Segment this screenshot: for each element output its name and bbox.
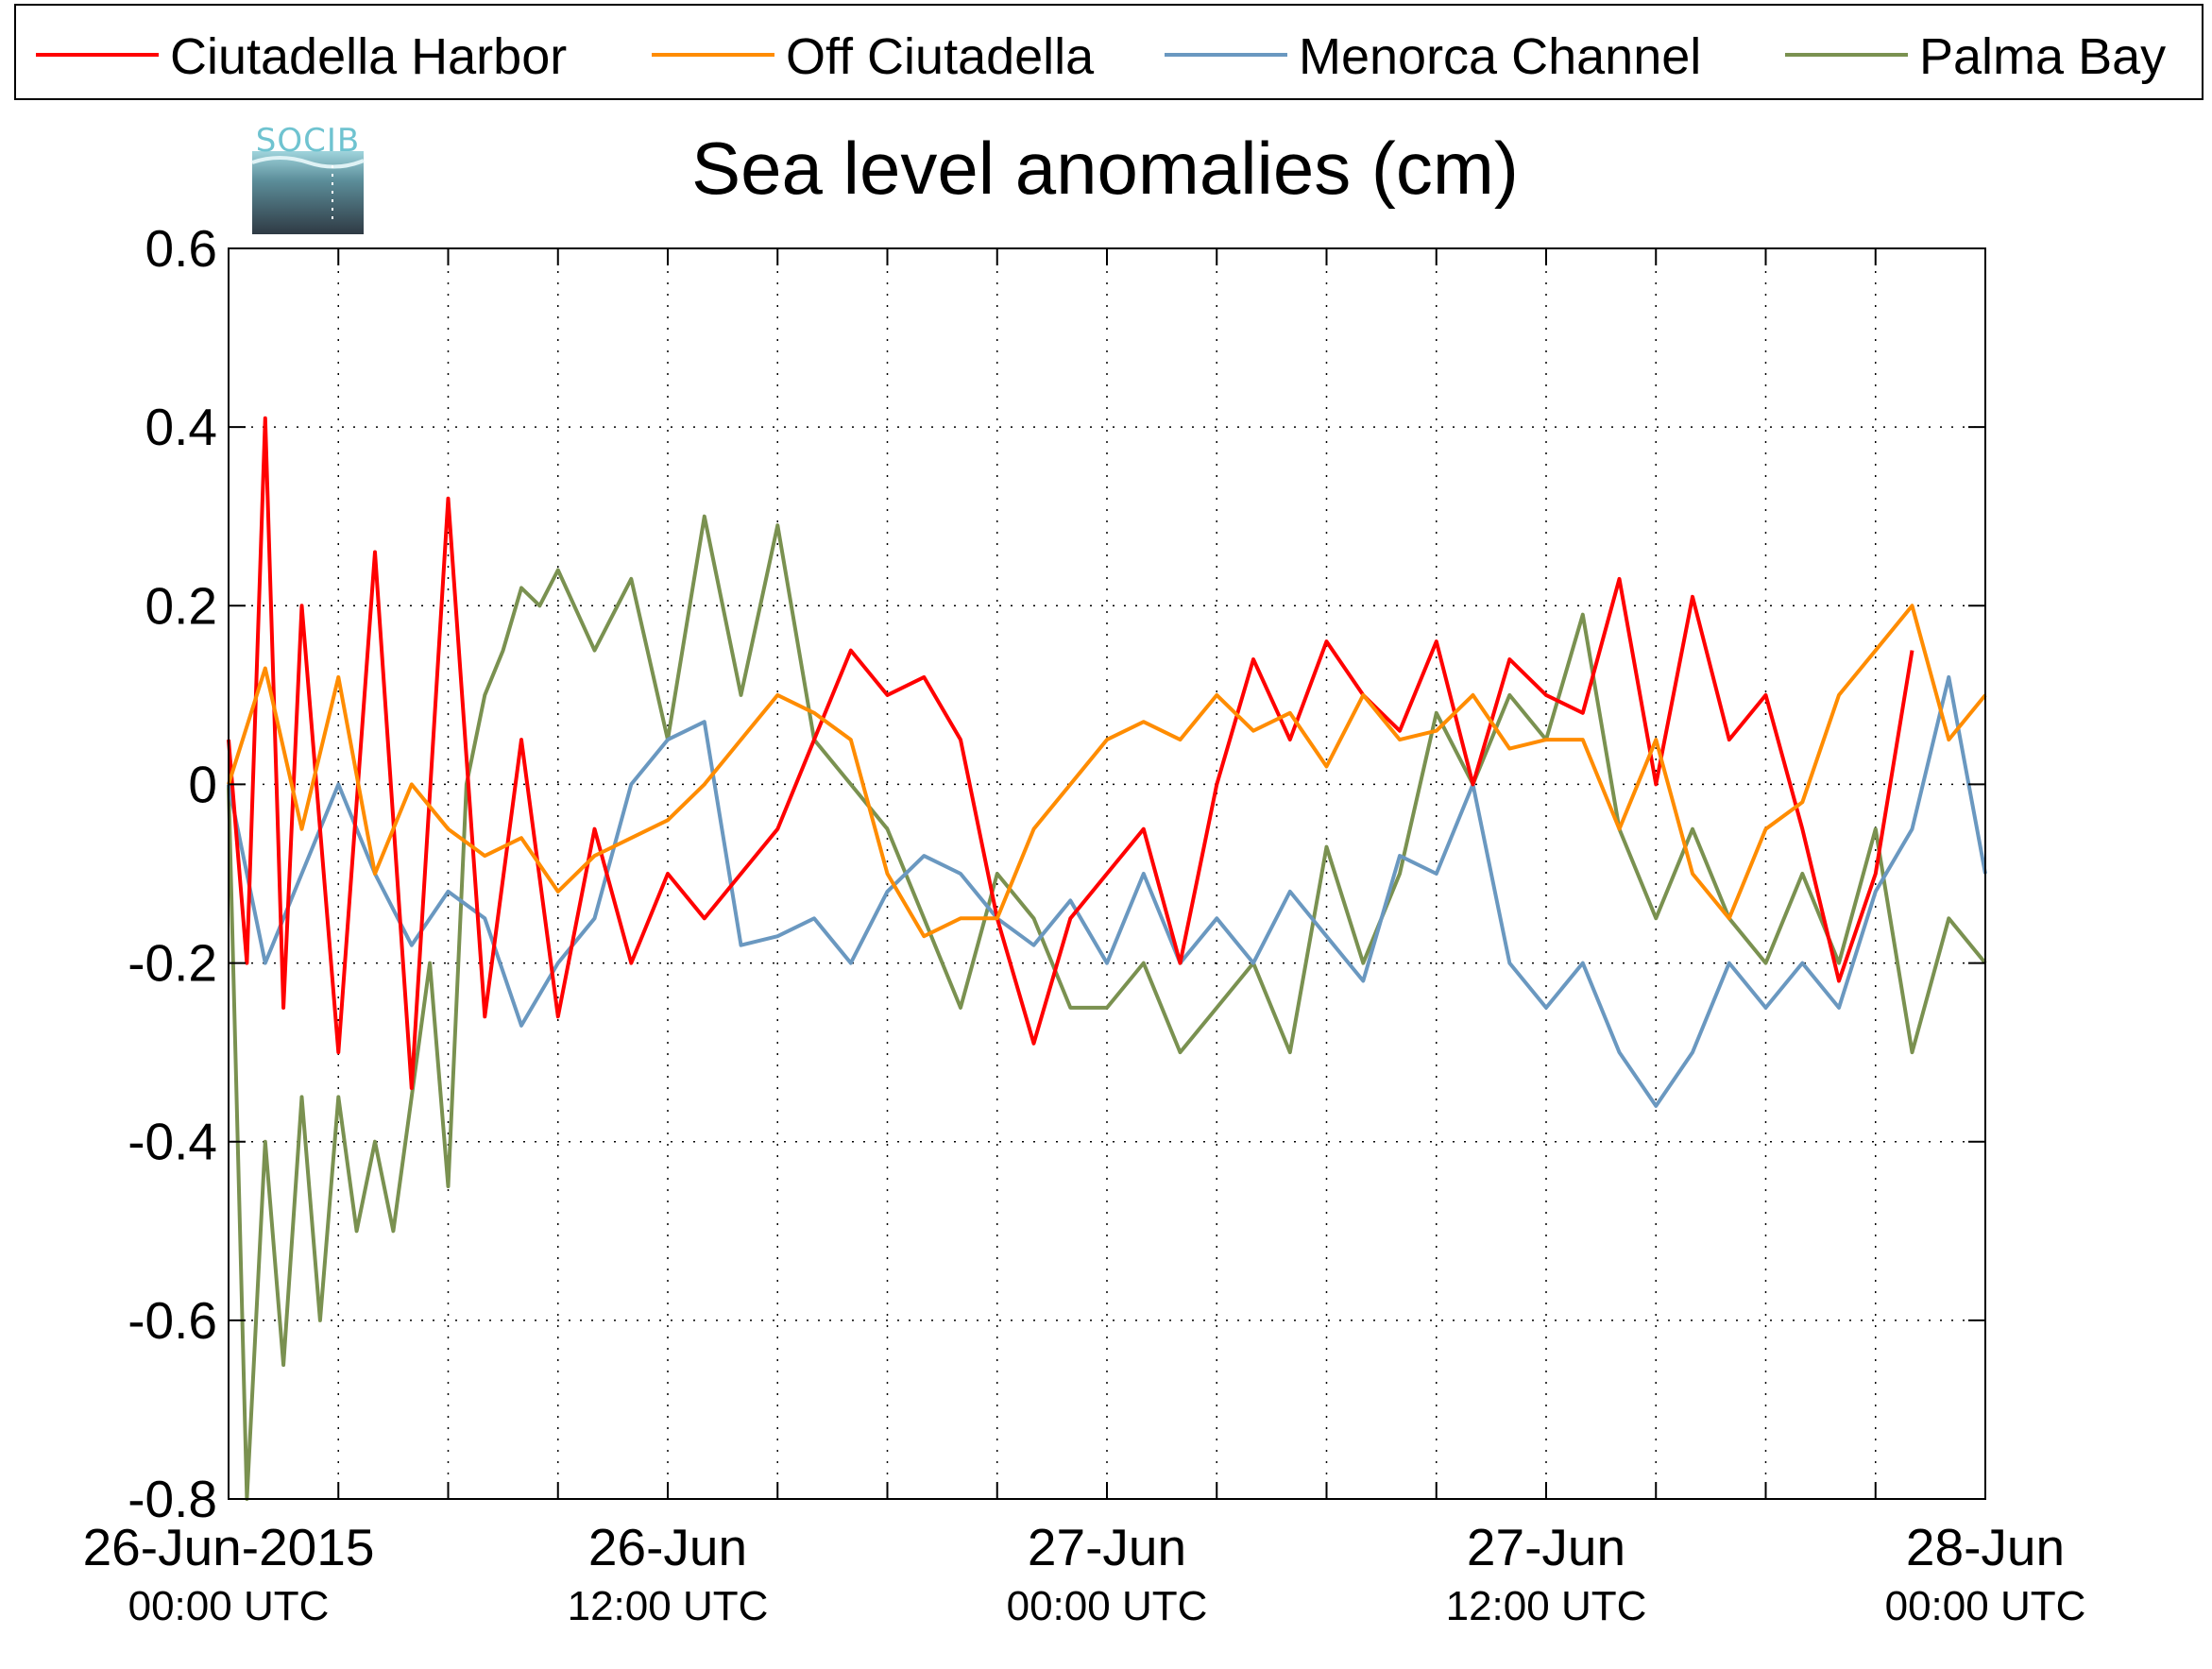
y-axis-labels: -0.8 -0.6 -0.4 -0.2 0 0.2 0.4 0.6 (128, 219, 217, 1528)
axis-ticks (229, 247, 1985, 1500)
legend-entry: Menorca Channel (1165, 28, 1701, 85)
x-tick-label: 27-Jun (1467, 1518, 1625, 1576)
legend-entry: Ciutadella Harbor (36, 28, 567, 85)
y-tick-label: 0 (188, 755, 217, 813)
x-tick-label-group: 27-Jun 00:00 UTC (1007, 1518, 1208, 1629)
socib-logo: SOCIB (251, 122, 365, 234)
series-line-off-ciutadella (227, 604, 1987, 939)
x-tick-label-group: 26-Jun 12:00 UTC (568, 1518, 769, 1629)
series-line-palma-bay (227, 514, 1987, 1501)
legend-label: Ciutadella Harbor (170, 28, 567, 85)
x-tick-label: 28-Jun (1906, 1518, 2065, 1576)
x-tick-label-group: 27-Jun 12:00 UTC (1446, 1518, 1647, 1629)
legend: Ciutadella Harbor Off Ciutadella Menorca C… (14, 4, 2203, 100)
legend-box (14, 4, 2203, 100)
plot-area (227, 247, 1987, 1501)
x-tick-sublabel: 12:00 UTC (568, 1583, 769, 1629)
x-tick-label: 26-Jun-2015 (83, 1518, 375, 1576)
legend-entry: Palma Bay (1785, 28, 2166, 85)
x-tick-sublabel: 12:00 UTC (1446, 1583, 1647, 1629)
series-line-ciutadella-harbor (227, 416, 1914, 1090)
y-tick-label: 0.6 (145, 219, 217, 278)
x-tick-sublabel: 00:00 UTC (1885, 1583, 2086, 1629)
y-tick-label: -0.8 (128, 1470, 217, 1528)
y-tick-label: -0.4 (128, 1113, 217, 1171)
x-tick-sublabel: 00:00 UTC (1007, 1583, 1208, 1629)
y-tick-label: 0.2 (145, 576, 217, 635)
x-tick-label-group: 28-Jun 00:00 UTC (1885, 1518, 2086, 1629)
y-tick-label: -0.6 (128, 1291, 217, 1350)
legend-label: Off Ciutadella (786, 28, 1095, 85)
y-tick-label: 0.4 (145, 398, 217, 456)
legend-label: Menorca Channel (1299, 28, 1701, 85)
legend-entry: Off Ciutadella (652, 28, 1095, 85)
series-line-menorca-channel (227, 674, 1987, 1108)
x-tick-label-group: 26-Jun-2015 00:00 UTC (83, 1518, 375, 1629)
legend-label: Palma Bay (1919, 28, 2166, 85)
series-layer (227, 416, 1987, 1501)
chart-title: Sea level anomalies (cm) (691, 127, 1519, 210)
y-tick-label: -0.2 (128, 934, 217, 993)
x-tick-sublabel: 00:00 UTC (128, 1583, 330, 1629)
x-tick-label: 26-Jun (588, 1518, 747, 1576)
logo-text: SOCIB (256, 122, 360, 160)
x-tick-label: 27-Jun (1028, 1518, 1186, 1576)
